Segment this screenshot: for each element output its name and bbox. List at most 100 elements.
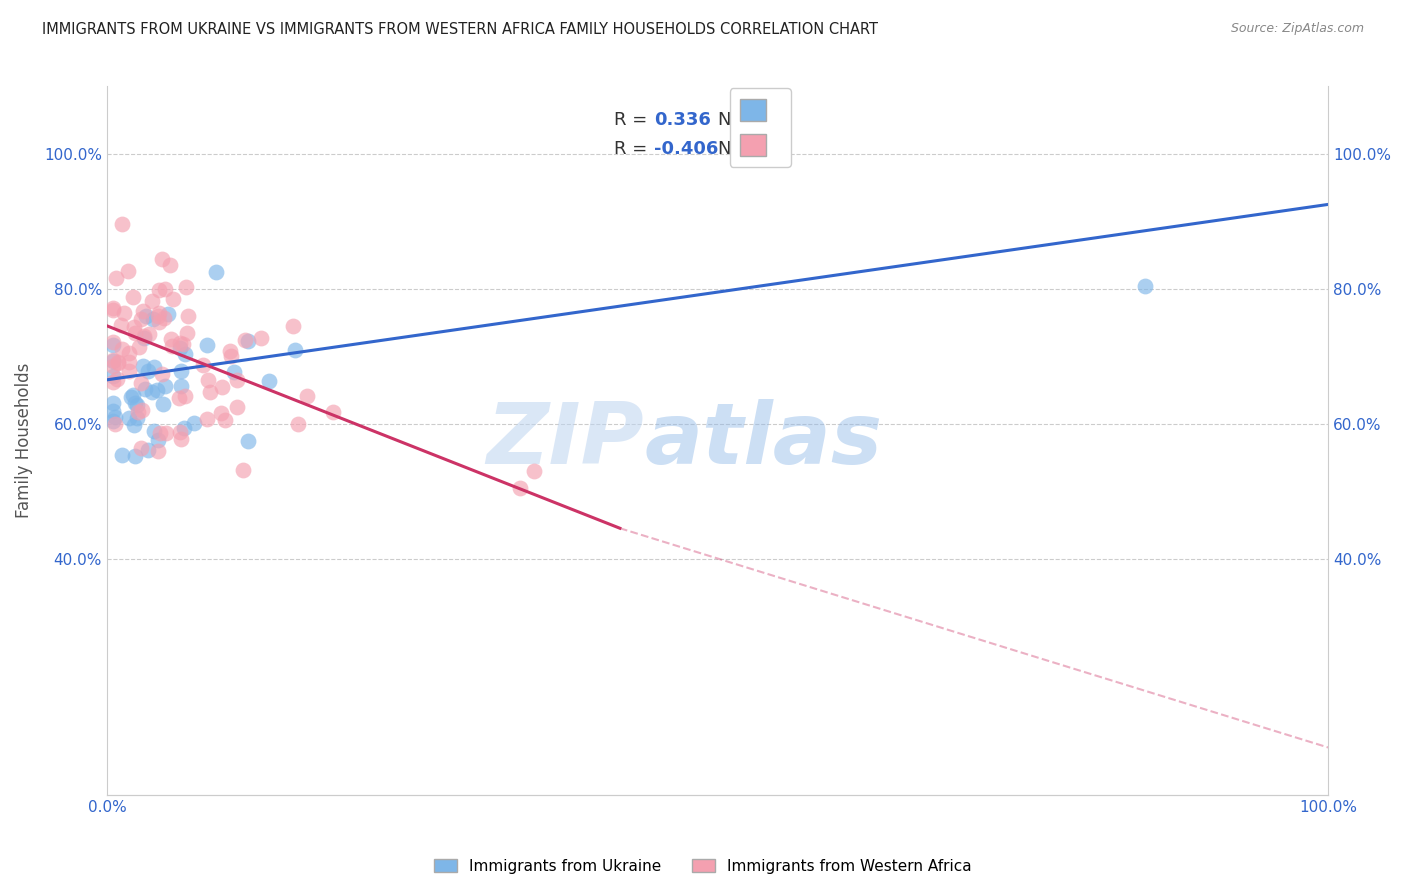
Point: [148, 283, 170, 297]
Point: [146, 383, 169, 397]
Point: [1133, 278, 1156, 293]
Point: [159, 258, 181, 272]
Point: [129, 312, 152, 326]
Point: [169, 363, 191, 377]
Point: [172, 337, 194, 351]
Point: [193, 358, 215, 372]
Point: [170, 379, 193, 393]
Text: R =: R =: [614, 140, 647, 158]
Point: [183, 416, 205, 430]
Point: [142, 312, 165, 326]
Point: [135, 309, 157, 323]
Point: [117, 355, 139, 369]
Point: [101, 375, 124, 389]
Text: IMMIGRANTS FROM UKRAINE VS IMMIGRANTS FROM WESTERN AFRICA FAMILY HOUSEHOLDS CORR: IMMIGRANTS FROM UKRAINE VS IMMIGRANTS FR…: [42, 22, 879, 37]
Point: [249, 330, 271, 344]
Point: [101, 337, 124, 351]
Point: [101, 414, 124, 428]
Point: [218, 344, 240, 359]
Point: [101, 359, 124, 373]
Point: [146, 433, 169, 447]
Text: 0.336: 0.336: [654, 111, 711, 128]
Point: [101, 369, 124, 384]
Point: [104, 417, 127, 431]
Point: [111, 448, 134, 462]
Point: [117, 345, 139, 359]
Point: [155, 425, 177, 440]
Point: [105, 371, 128, 385]
Text: Source: ZipAtlas.com: Source: ZipAtlas.com: [1230, 22, 1364, 36]
Point: [136, 443, 159, 458]
Text: 45: 45: [756, 111, 782, 128]
Point: [101, 301, 124, 315]
Point: [121, 290, 143, 304]
Point: [118, 410, 141, 425]
Point: [226, 401, 249, 415]
Point: [173, 421, 195, 435]
Point: [322, 405, 344, 419]
Point: [167, 392, 190, 406]
Text: R =: R =: [614, 111, 647, 128]
Point: [110, 318, 132, 332]
Point: [120, 390, 142, 404]
Point: [134, 382, 156, 396]
Point: [197, 373, 219, 387]
Point: [295, 389, 318, 403]
Point: [155, 379, 177, 393]
Point: [153, 310, 176, 325]
Point: [103, 334, 125, 349]
Point: [523, 464, 546, 478]
Point: [150, 252, 173, 266]
Point: [176, 326, 198, 340]
Point: [101, 353, 124, 368]
Point: [129, 441, 152, 455]
Point: [107, 355, 129, 369]
Point: [107, 356, 129, 370]
Point: [157, 307, 180, 321]
Point: [122, 388, 145, 402]
Point: [122, 418, 145, 433]
Point: [150, 367, 173, 381]
Point: [101, 403, 124, 417]
Point: [124, 326, 146, 340]
Point: [236, 334, 259, 348]
Point: [101, 302, 124, 317]
Point: [141, 384, 163, 399]
Point: [142, 359, 165, 374]
Point: [132, 328, 155, 343]
Point: [235, 334, 257, 348]
Point: [509, 481, 531, 495]
Point: [226, 373, 249, 387]
Point: [141, 293, 163, 308]
Point: [148, 444, 170, 458]
Point: [124, 396, 146, 410]
Point: [204, 265, 226, 279]
Point: [131, 376, 153, 390]
Text: 76: 76: [756, 140, 782, 158]
Text: N =: N =: [717, 111, 752, 128]
Point: [174, 389, 197, 403]
Point: [117, 264, 139, 278]
Point: [142, 425, 165, 439]
Point: [169, 336, 191, 351]
Point: [257, 374, 280, 388]
Point: [125, 411, 148, 425]
Point: [222, 365, 245, 379]
Point: [124, 450, 146, 464]
Point: [101, 353, 124, 368]
Point: [232, 462, 254, 476]
Point: [170, 432, 193, 446]
Point: [160, 339, 183, 353]
Point: [152, 397, 174, 411]
Point: [149, 425, 172, 440]
Point: [101, 396, 124, 410]
Point: [103, 410, 125, 425]
Point: [127, 399, 149, 413]
Point: [148, 315, 170, 329]
Point: [111, 217, 134, 231]
Text: ZIP: ZIP: [486, 399, 644, 482]
Y-axis label: Family Households: Family Households: [15, 363, 32, 518]
Point: [287, 417, 309, 431]
Text: atlas: atlas: [644, 399, 883, 482]
Point: [214, 413, 236, 427]
